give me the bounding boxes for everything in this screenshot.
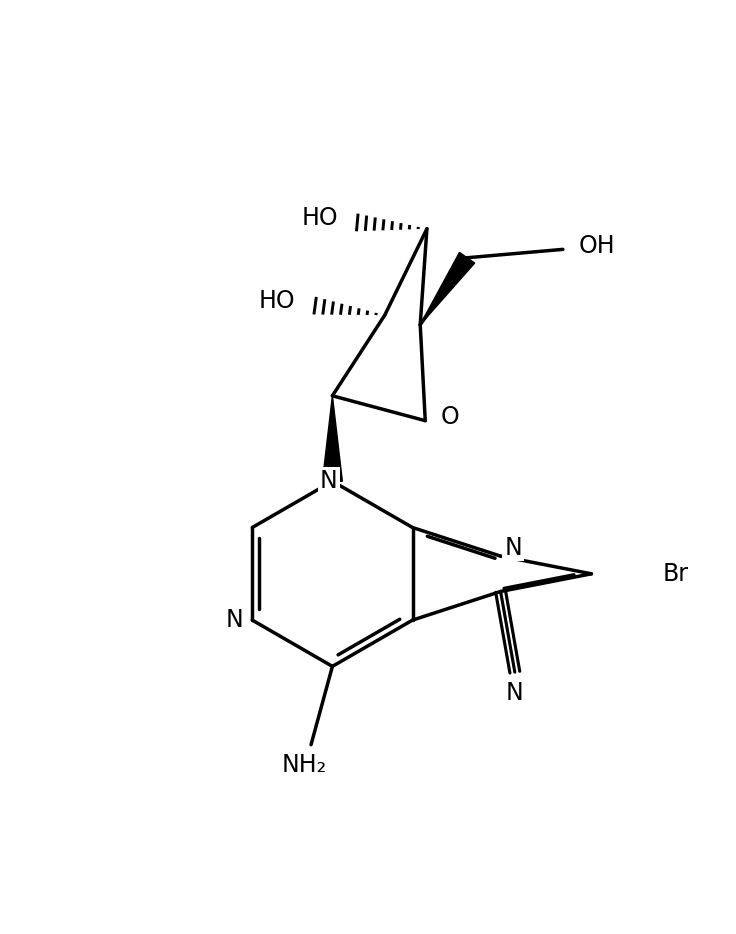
Text: Br: Br [662,562,689,586]
Text: HO: HO [301,206,338,230]
Text: HO: HO [259,289,296,313]
Text: N: N [504,535,522,559]
Text: N: N [506,682,524,705]
Text: N: N [320,469,338,493]
Text: NH₂: NH₂ [281,753,327,777]
Text: O: O [441,405,460,429]
Text: OH: OH [578,234,615,258]
Text: N: N [226,608,244,632]
Polygon shape [420,252,475,325]
Polygon shape [322,396,342,481]
